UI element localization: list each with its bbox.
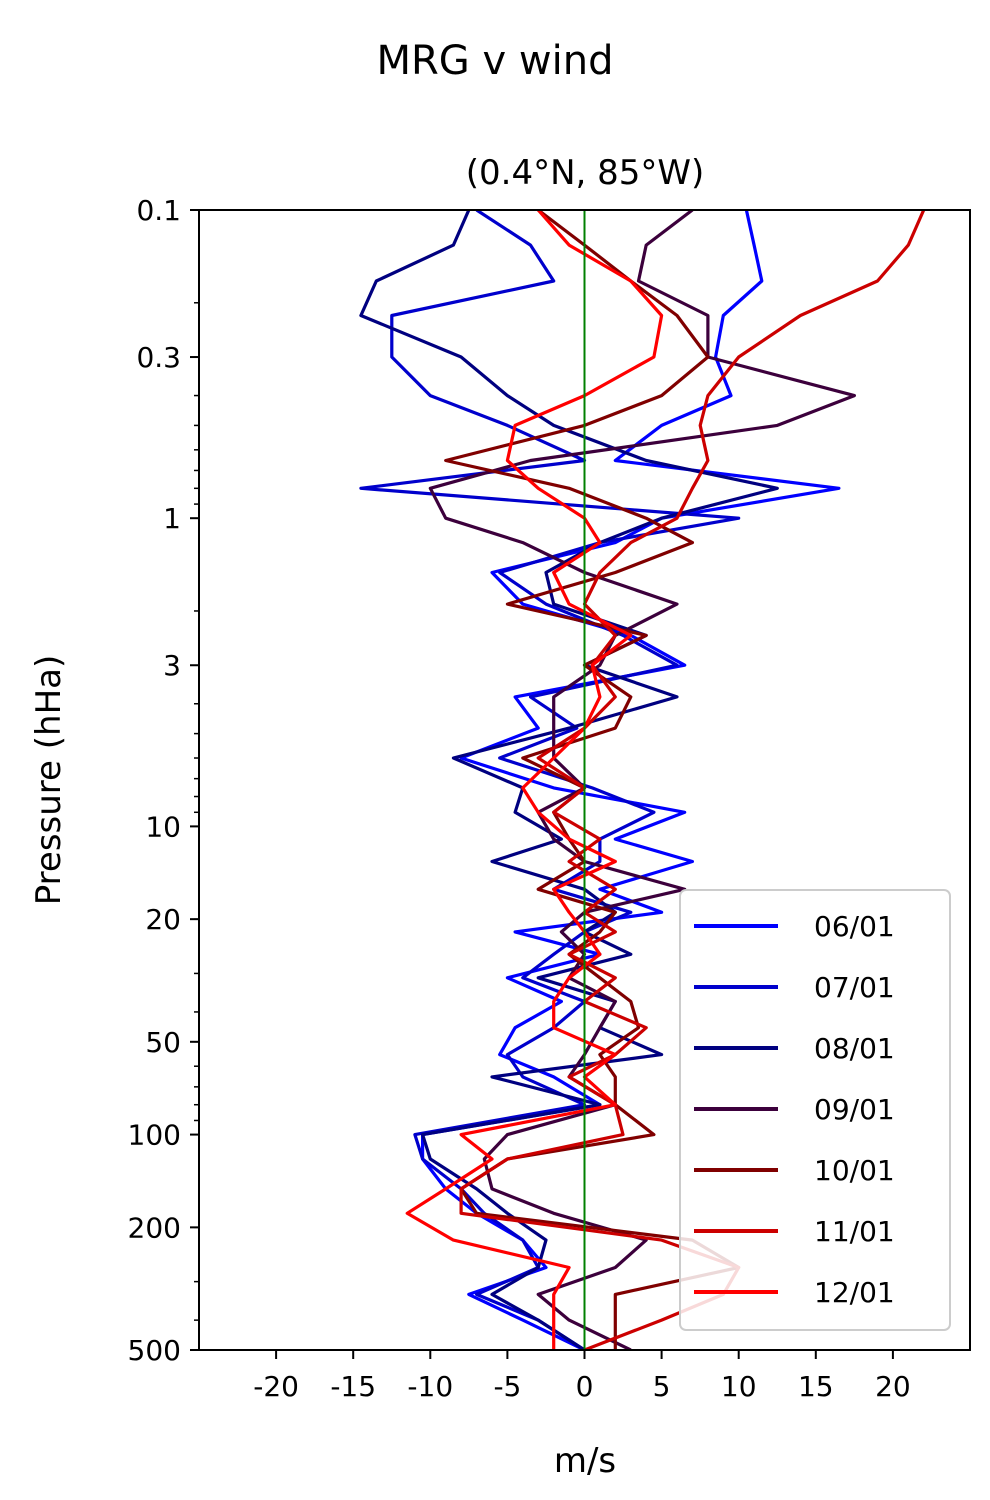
y-tick-label: 0.1 bbox=[136, 194, 181, 227]
y-tick-label: 500 bbox=[128, 1334, 181, 1367]
y-tick-label: 200 bbox=[128, 1211, 181, 1244]
x-tick-label: 20 bbox=[875, 1370, 911, 1403]
legend-label: 10/01 bbox=[814, 1154, 895, 1187]
y-tick-label: 0.3 bbox=[136, 341, 181, 374]
series-line-6 bbox=[405, 210, 664, 1350]
y-tick-label: 50 bbox=[145, 1026, 181, 1059]
series-line-0 bbox=[421, 210, 841, 1350]
y-tick-label: 3 bbox=[163, 649, 181, 682]
legend-label: 11/01 bbox=[814, 1215, 895, 1248]
x-tick-label: 10 bbox=[721, 1370, 757, 1403]
ticks-layer: -20 -15 -10 -5 0 5 10 15 20 0.1 0.3 1 3 10 20 50 100 200 5… bbox=[128, 194, 911, 1403]
y-tick-label: 20 bbox=[145, 903, 181, 936]
series-line-3 bbox=[428, 210, 857, 1350]
legend-box bbox=[679, 889, 951, 1331]
y-tick-label: 100 bbox=[128, 1119, 181, 1152]
legend: 06/01 07/01 08/01 09/01 10/01 11/01 12/01 bbox=[679, 889, 951, 1331]
chart-suptitle: MRG v wind bbox=[377, 38, 614, 84]
x-tick-label: -15 bbox=[330, 1370, 376, 1403]
chart-title: (0.4°N, 85°W) bbox=[466, 153, 705, 193]
legend-label: 06/01 bbox=[814, 910, 895, 943]
series-layer bbox=[359, 210, 926, 1350]
x-tick-label: 15 bbox=[798, 1370, 834, 1403]
series-line-5 bbox=[459, 210, 926, 1350]
legend-label: 07/01 bbox=[814, 971, 895, 1004]
x-tick-label: 5 bbox=[653, 1370, 671, 1403]
x-tick-label: -10 bbox=[407, 1370, 453, 1403]
x-tick-label: -20 bbox=[253, 1370, 299, 1403]
legend-label: 12/01 bbox=[814, 1276, 895, 1309]
y-tick-label: 10 bbox=[145, 810, 181, 843]
legend-label: 08/01 bbox=[814, 1032, 895, 1065]
x-axis-label: m/s bbox=[554, 1441, 616, 1481]
y-axis-label: Pressure (hHa) bbox=[29, 655, 69, 905]
x-tick-label: 0 bbox=[576, 1370, 594, 1403]
y-tick-label: 1 bbox=[163, 502, 181, 535]
legend-label: 09/01 bbox=[814, 1093, 895, 1126]
x-tick-label: -5 bbox=[493, 1370, 521, 1403]
